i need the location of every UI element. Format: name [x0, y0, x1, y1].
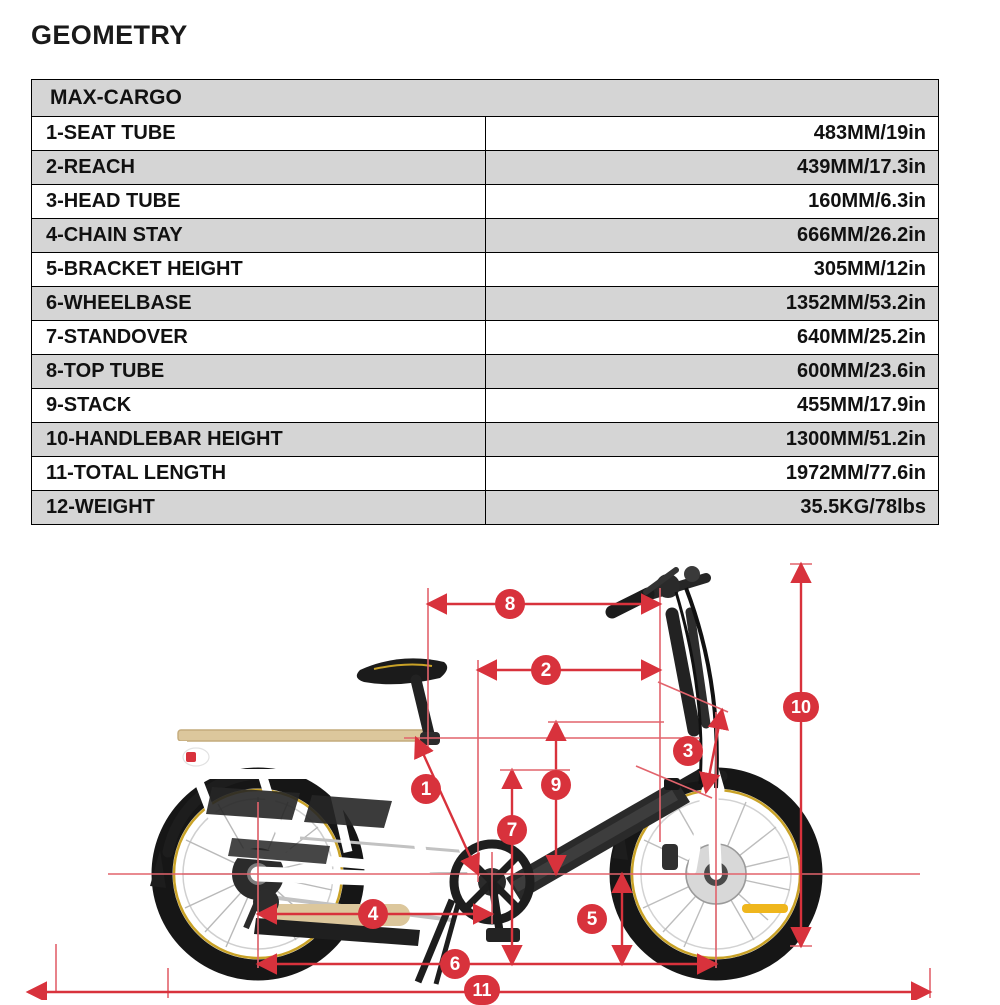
table-row: 9-STACK 455MM/17.9in [31, 388, 939, 423]
row-label: 6-WHEELBASE [31, 286, 486, 321]
table-row: 10-HANDLEBAR HEIGHT 1300MM/51.2in [31, 422, 939, 457]
row-label: 12-WEIGHT [31, 490, 486, 525]
callout-badge-8: 8 [495, 589, 525, 619]
row-value: 640MM/25.2in [484, 320, 939, 355]
row-value: 1352MM/53.2in [484, 286, 939, 321]
callout-badge-3: 3 [673, 736, 703, 766]
row-label: 5-BRACKET HEIGHT [31, 252, 486, 287]
row-value: 160MM/6.3in [484, 184, 939, 219]
table-row: 7-STANDOVER 640MM/25.2in [31, 320, 939, 355]
row-value: 1300MM/51.2in [484, 422, 939, 457]
table-row: 11-TOTAL LENGTH 1972MM/77.6in [31, 456, 939, 491]
row-label: 8-TOP TUBE [31, 354, 486, 389]
row-label: 2-REACH [31, 150, 486, 185]
table-row: 8-TOP TUBE 600MM/23.6in [31, 354, 939, 389]
row-value: 1972MM/77.6in [484, 456, 939, 491]
table-row: 2-REACH 439MM/17.3in [31, 150, 939, 185]
callout-badge-2: 2 [531, 655, 561, 685]
row-label: 3-HEAD TUBE [31, 184, 486, 219]
table-row: 5-BRACKET HEIGHT 305MM/12in [31, 252, 939, 287]
row-value: 35.5KG/78lbs [484, 490, 939, 525]
callout-badge-4: 4 [358, 899, 388, 929]
callout-badge-9: 9 [541, 770, 571, 800]
bike-illustration [25, 561, 933, 1000]
row-value: 483MM/19in [484, 116, 939, 151]
row-value: 666MM/26.2in [484, 218, 939, 253]
table-row: 12-WEIGHT 35.5KG/78lbs [31, 490, 939, 525]
row-label: 10-HANDLEBAR HEIGHT [31, 422, 486, 457]
row-label: 9-STACK [31, 388, 486, 423]
row-label: 1-SEAT TUBE [31, 116, 486, 151]
table-row: 6-WHEELBASE 1352MM/53.2in [31, 286, 939, 321]
callout-badge-6: 6 [440, 949, 470, 979]
callout-badge-5: 5 [577, 904, 607, 934]
geometry-table-body: MAX-CARGO 1-SEAT TUBE 483MM/19in 2-REACH… [31, 79, 939, 525]
bike-geometry-diagram: 1 2 3 4 5 6 7 8 9 10 11 [0, 552, 1000, 1005]
table-row: 3-HEAD TUBE 160MM/6.3in [31, 184, 939, 219]
row-label: 7-STANDOVER [31, 320, 486, 355]
dimension-1-seat-tube [414, 735, 480, 877]
row-label: 11-TOTAL LENGTH [31, 456, 486, 491]
table-header-row: MAX-CARGO [31, 79, 939, 117]
row-value: 305MM/12in [484, 252, 939, 287]
row-label: 4-CHAIN STAY [31, 218, 486, 253]
bike-artwork [150, 566, 823, 985]
callout-badge-11: 11 [464, 975, 500, 1005]
page-title: GEOMETRY [31, 20, 188, 50]
dimension-3-head-tube [635, 681, 729, 799]
geometry-table: MAX-CARGO 1-SEAT TUBE 483MM/19in 2-REACH… [31, 79, 939, 525]
table-row: 1-SEAT TUBE 483MM/19in [31, 116, 939, 151]
table-header-label: MAX-CARGO [31, 79, 939, 117]
callout-badge-10: 10 [783, 692, 819, 722]
row-value: 455MM/17.9in [484, 388, 939, 423]
table-row: 4-CHAIN STAY 666MM/26.2in [31, 218, 939, 253]
callout-badge-7: 7 [497, 815, 527, 845]
row-value: 600MM/23.6in [484, 354, 939, 389]
callout-badge-1: 1 [411, 774, 441, 804]
row-value: 439MM/17.3in [484, 150, 939, 185]
